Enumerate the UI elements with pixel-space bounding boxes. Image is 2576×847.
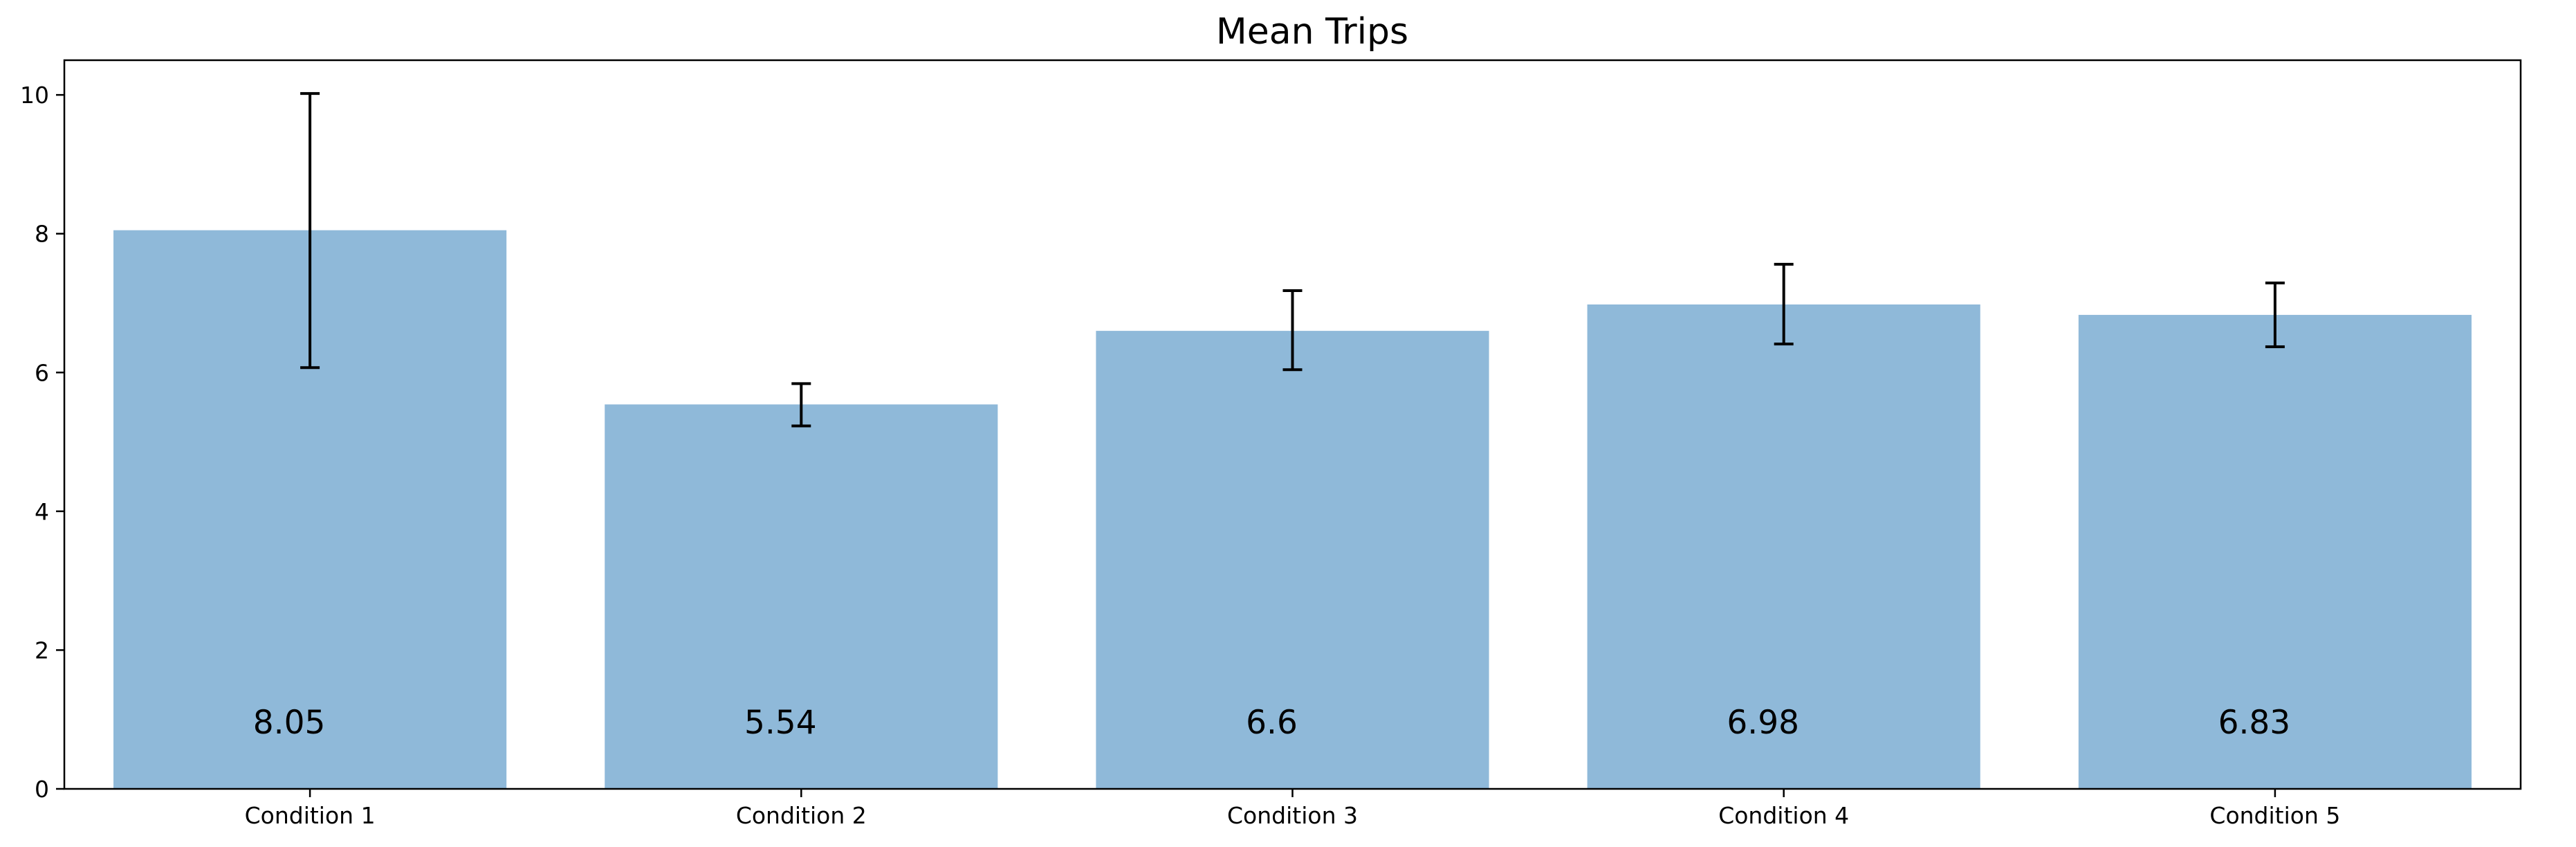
bar-2 bbox=[605, 404, 998, 789]
bar-5 bbox=[2078, 315, 2472, 789]
bar-value-label-4: 6.98 bbox=[1727, 704, 1799, 742]
x-axis: Condition 1 Condition 2 Condition 3 Conditi… bbox=[245, 789, 2340, 829]
error-bars-layer bbox=[300, 92, 2285, 428]
y-tick-label-8: 8 bbox=[35, 221, 49, 248]
y-tick-label-0: 0 bbox=[35, 776, 49, 803]
y-tick-label-10: 10 bbox=[20, 82, 49, 109]
error-bar-3 bbox=[1282, 289, 1303, 372]
x-tick-label-5: Condition 5 bbox=[2209, 802, 2340, 829]
error-bar-5 bbox=[2265, 281, 2285, 349]
x-tick-label-2: Condition 2 bbox=[736, 802, 867, 829]
y-tick-label-4: 4 bbox=[35, 498, 49, 525]
error-bar-1 bbox=[300, 92, 320, 370]
bars-layer bbox=[113, 230, 2472, 790]
bar-4 bbox=[1587, 304, 1980, 789]
y-tick-label-6: 6 bbox=[35, 359, 49, 386]
y-tick-label-2: 2 bbox=[35, 637, 49, 664]
bar-3 bbox=[1096, 331, 1489, 790]
x-tick-label-3: Condition 3 bbox=[1227, 802, 1358, 829]
bar-value-label-5: 6.83 bbox=[2218, 704, 2291, 742]
y-axis: 0 2 4 6 8 10 bbox=[20, 82, 64, 803]
bar-value-label-1: 8.05 bbox=[253, 704, 326, 742]
value-labels-layer: 8.05 5.54 6.6 6.98 6.83 bbox=[253, 704, 2290, 742]
chart-title: Mean Trips bbox=[1216, 11, 1408, 53]
error-bar-2 bbox=[791, 382, 811, 428]
x-tick-label-1: Condition 1 bbox=[245, 802, 376, 829]
x-tick-label-4: Condition 4 bbox=[1718, 802, 1849, 829]
bar-value-label-2: 5.54 bbox=[744, 704, 817, 742]
bar-value-label-3: 6.6 bbox=[1246, 704, 1298, 742]
error-bar-4 bbox=[1774, 262, 1794, 346]
